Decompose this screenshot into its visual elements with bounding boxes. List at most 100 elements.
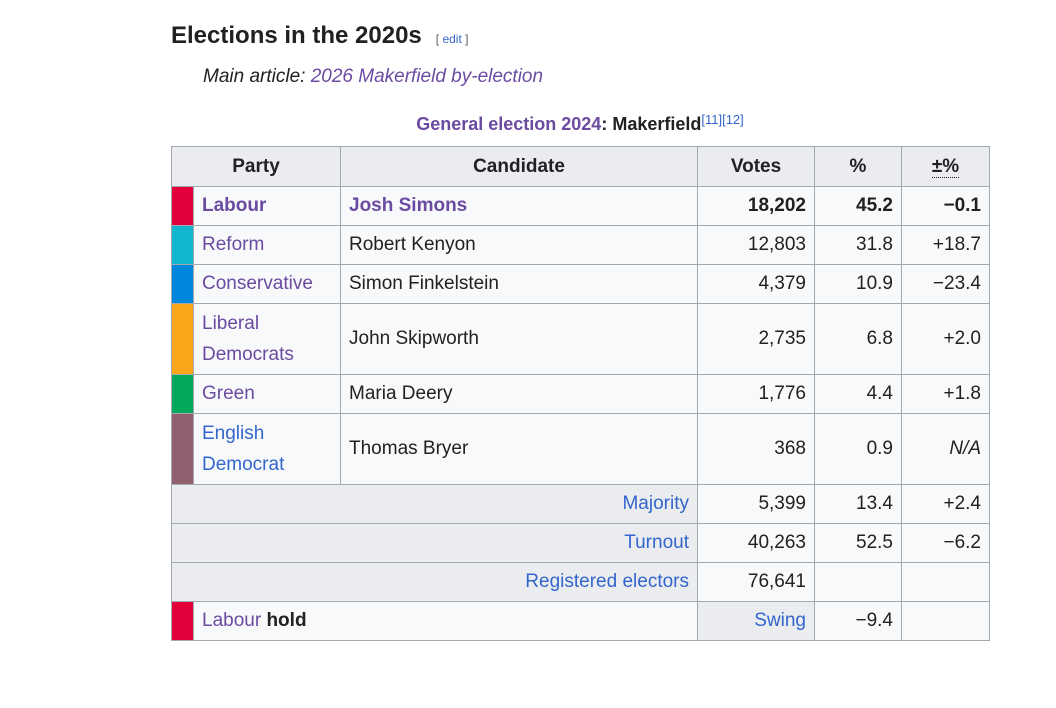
percent-cell: 6.8 (814, 303, 902, 375)
party-cell: Green (193, 374, 341, 414)
majority-change: +2.4 (901, 484, 990, 524)
election-link[interactable]: General election 2024 (416, 114, 602, 134)
candidate-cell: Simon Finkelstein (340, 264, 698, 304)
references: [11][12] (701, 112, 743, 127)
majority-row: Majority 5,399 13.4 +2.4 (171, 484, 990, 524)
party-link[interactable]: English Democrat (202, 423, 284, 475)
percent-cell: 0.9 (814, 413, 902, 485)
swing-change-empty (901, 601, 990, 641)
party-color-swatch (171, 601, 194, 641)
reference-12[interactable]: [12] (722, 112, 744, 127)
party-color-swatch (171, 186, 194, 226)
caption-separator: : (601, 114, 613, 134)
swing-link[interactable]: Swing (754, 610, 806, 631)
majority-percent: 13.4 (814, 484, 902, 524)
votes-cell: 4,379 (697, 264, 815, 304)
votes-cell: 18,202 (697, 186, 815, 226)
table-row: Labour Josh Simons 18,202 45.2 −0.1 (171, 186, 990, 226)
party-link[interactable]: Green (202, 383, 255, 404)
party-name-line-2: Democrats (202, 344, 294, 365)
majority-votes: 5,399 (697, 484, 815, 524)
majority-link[interactable]: Majority (622, 493, 689, 514)
electors-row: Registered electors 76,641 (171, 562, 990, 602)
party-cell: Reform (193, 225, 341, 265)
party-link[interactable]: Reform (202, 234, 265, 255)
hatnote: Main article: 2026 Makerfield by-electio… (203, 66, 543, 88)
election-results-table: Party Candidate Votes % ±% Labour Josh S… (171, 146, 990, 641)
percent-cell: 45.2 (814, 186, 902, 226)
edit-link[interactable]: edit (442, 32, 462, 46)
party-cell: Liberal Democrats (193, 303, 341, 375)
electors-percent-empty (814, 562, 902, 602)
table-caption: General election 2024: Makerfield[11][12… (171, 112, 989, 135)
table-row: Conservative Simon Finkelstein 4,379 10.… (171, 264, 990, 304)
party-link[interactable]: Conservative (202, 273, 313, 294)
change-cell: −0.1 (901, 186, 990, 226)
change-cell: N/A (901, 413, 990, 485)
change-abbr: ±% (931, 155, 960, 178)
header-percent: % (814, 146, 902, 187)
votes-cell: 12,803 (697, 225, 815, 265)
candidate-cell: Robert Kenyon (340, 225, 698, 265)
percent-cell: 4.4 (814, 374, 902, 414)
turnout-link[interactable]: Turnout (624, 532, 689, 553)
party-color-swatch (171, 303, 194, 375)
main-article-link[interactable]: 2026 Makerfield by-election (310, 66, 544, 87)
turnout-change: −6.2 (901, 523, 990, 563)
electors-change-empty (901, 562, 990, 602)
party-color-swatch (171, 413, 194, 485)
constituency-name: Makerfield (612, 114, 702, 134)
registered-electors-link[interactable]: Registered electors (525, 571, 689, 592)
table-row: Reform Robert Kenyon 12,803 31.8 +18.7 (171, 225, 990, 265)
swing-value: −9.4 (814, 601, 902, 641)
candidate-cell: John Skipworth (340, 303, 698, 375)
majority-label-cell: Majority (171, 484, 698, 524)
table-row: Green Maria Deery 1,776 4.4 +1.8 (171, 374, 990, 414)
change-cell: +18.7 (901, 225, 990, 265)
hold-word: hold (266, 610, 307, 631)
party-cell: Conservative (193, 264, 341, 304)
hold-cell: Labour hold (193, 601, 698, 641)
turnout-votes: 40,263 (697, 523, 815, 563)
party-name-line-1: English (202, 423, 265, 444)
party-link[interactable]: Liberal Democrats (202, 313, 294, 365)
candidate-link[interactable]: Josh Simons (349, 195, 468, 216)
section-heading: Elections in the 2020s [ edit ] (171, 22, 468, 50)
party-name-line-2: Democrat (202, 454, 285, 475)
edit-bracket-open: [ (435, 32, 443, 46)
header-row: Party Candidate Votes % ±% (171, 146, 990, 187)
hold-row: Labour hold Swing −9.4 (171, 601, 990, 641)
votes-cell: 1,776 (697, 374, 815, 414)
turnout-label-cell: Turnout (171, 523, 698, 563)
party-name-line-1: Liberal (202, 313, 260, 334)
hold-party-link[interactable]: Labour (202, 610, 262, 631)
party-color-swatch (171, 225, 194, 265)
votes-cell: 2,735 (697, 303, 815, 375)
header-party: Party (171, 146, 341, 187)
party-color-swatch (171, 264, 194, 304)
edit-bracket-close: ] (461, 32, 469, 46)
electors-label-cell: Registered electors (171, 562, 698, 602)
swing-label-cell: Swing (697, 601, 815, 641)
votes-cell: 368 (697, 413, 815, 485)
change-cell: −23.4 (901, 264, 990, 304)
hatnote-prefix: Main article: (203, 66, 311, 87)
section-title: Elections in the 2020s (171, 22, 422, 49)
candidate-cell: Maria Deery (340, 374, 698, 414)
header-candidate: Candidate (340, 146, 698, 187)
table-row: Liberal Democrats John Skipworth 2,735 6.… (171, 303, 990, 375)
party-cell: Labour (193, 186, 341, 226)
percent-cell: 31.8 (814, 225, 902, 265)
turnout-percent: 52.5 (814, 523, 902, 563)
header-votes: Votes (697, 146, 815, 187)
header-change: ±% (901, 146, 990, 187)
edit-section: [ edit ] (436, 32, 469, 46)
candidate-cell: Josh Simons (340, 186, 698, 226)
party-cell: English Democrat (193, 413, 341, 485)
party-link[interactable]: Labour (202, 195, 267, 216)
reference-11[interactable]: [11] (701, 112, 723, 127)
change-cell: +2.0 (901, 303, 990, 375)
table-row: English Democrat Thomas Bryer 368 0.9 N/A (171, 413, 990, 485)
electors-count: 76,641 (697, 562, 815, 602)
change-cell: +1.8 (901, 374, 990, 414)
